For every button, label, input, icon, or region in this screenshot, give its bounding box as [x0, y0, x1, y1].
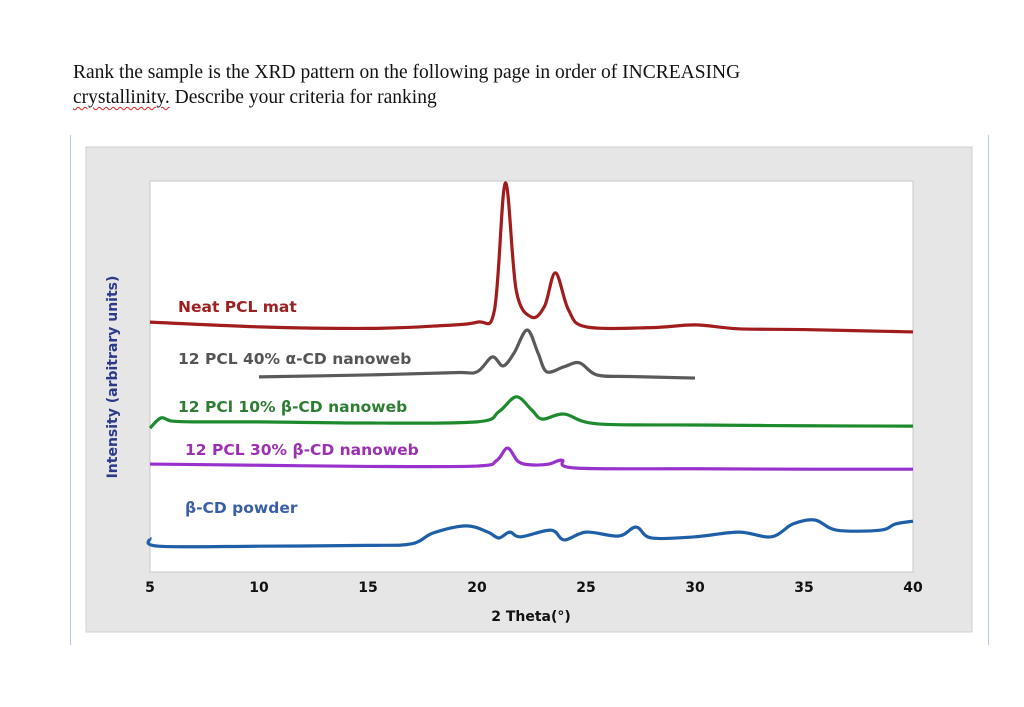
- trace-1: [258, 328, 696, 380]
- page-margin-right: [988, 135, 989, 645]
- series-label: 12 PCl 10% β-CD nanoweb: [178, 398, 407, 416]
- page-margin-left: [70, 135, 71, 645]
- trace-3: [149, 446, 914, 471]
- question-line-1: Rank the sample is the XRD pattern on th…: [73, 62, 741, 83]
- y-axis-label: Intensity (arbitrary units): [105, 276, 121, 479]
- x-tick-label: 35: [794, 580, 813, 596]
- x-tick-labels: 5 10 15 20 25 30 35 40: [145, 580, 923, 596]
- spellcheck-flagged-word: crystallinity.: [73, 87, 170, 108]
- question-line-2-rest: Describe your criteria for ranking: [169, 87, 437, 108]
- x-axis-label: 2 Theta(°): [491, 609, 571, 625]
- x-tick-label: 5: [145, 580, 155, 596]
- traces: [146, 181, 914, 549]
- series-label: Neat PCL mat: [178, 298, 297, 316]
- x-tick-label: 15: [358, 580, 377, 596]
- series-label: β-CD powder: [185, 499, 298, 517]
- trace-4: [146, 518, 914, 549]
- trace-0: [149, 181, 914, 334]
- question-line-2: crystallinity. Describe your criteria fo…: [73, 85, 873, 110]
- x-tick-label: 30: [685, 580, 705, 596]
- x-tick-label: 25: [576, 580, 595, 596]
- series-label: 12 PCL 30% β-CD nanoweb: [185, 441, 419, 459]
- series-label: 12 PCL 40% α-CD nanoweb: [178, 350, 411, 368]
- x-tick-label: 40: [903, 580, 923, 596]
- series-labels: Neat PCL mat 12 PCL 40% α-CD nanoweb 12 PC…: [178, 298, 419, 517]
- trace-2: [148, 395, 914, 430]
- x-tick-label: 20: [467, 580, 487, 596]
- question-text: Rank the sample is the XRD pattern on th…: [73, 60, 873, 110]
- x-tick-label: 10: [249, 580, 269, 596]
